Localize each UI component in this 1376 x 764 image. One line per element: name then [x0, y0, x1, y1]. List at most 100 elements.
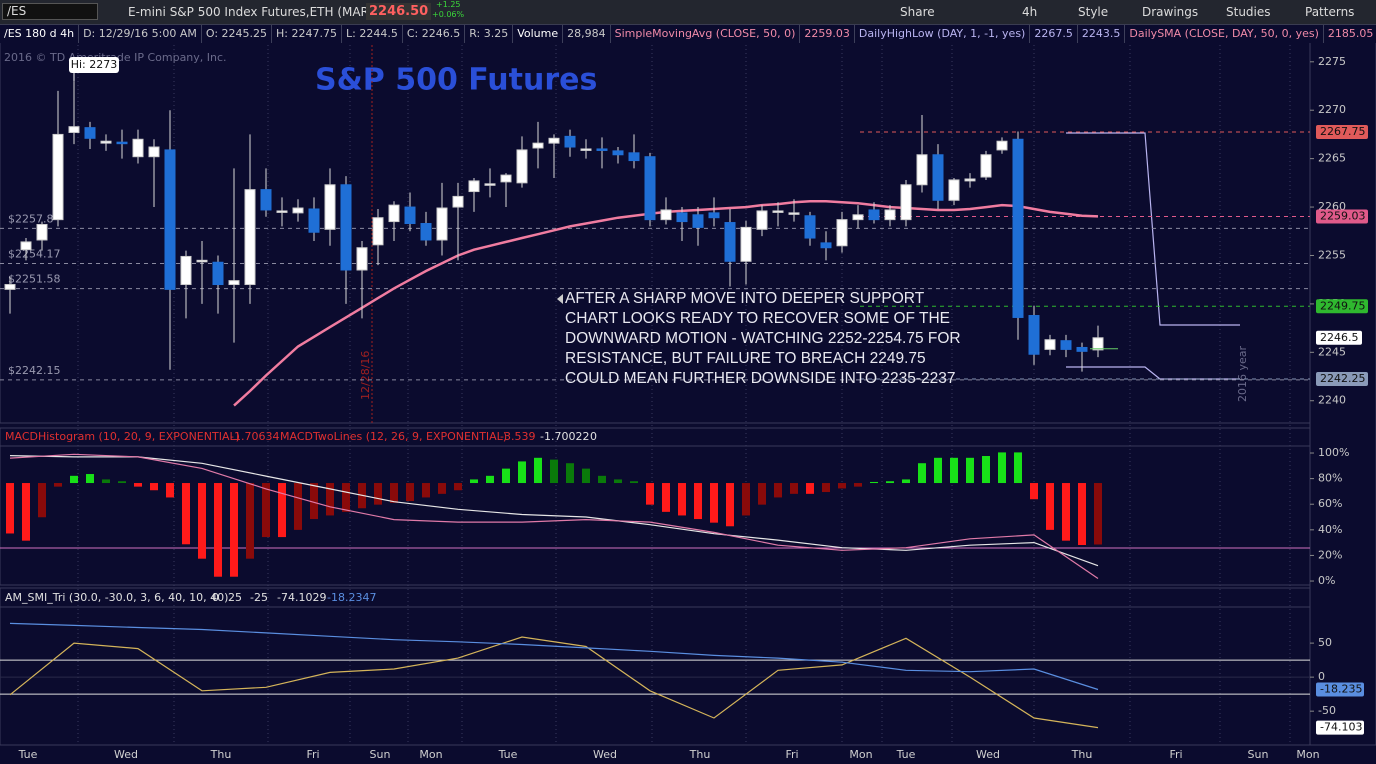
candle-body [100, 140, 112, 144]
level-tag [1316, 299, 1368, 314]
candle-body [116, 141, 128, 145]
candle-body [852, 214, 864, 221]
histogram-bar [966, 457, 974, 484]
histogram-bar [1014, 452, 1022, 484]
y-tick-label: 2270 [1318, 103, 1346, 116]
toolbar-button[interactable]: 4h [1022, 5, 1038, 19]
candle-body [292, 207, 304, 214]
candle-body [612, 150, 624, 156]
toolbar-button[interactable]: Patterns [1305, 5, 1355, 19]
info-bar: /ES 180 d 4h D: 12/29/16 5:00 AM O: 2245.2… [0, 25, 1376, 43]
x-label: Thu [210, 748, 232, 761]
candle-body [804, 215, 816, 239]
x-label: Mon [1296, 748, 1319, 761]
candle-body [932, 154, 944, 201]
study-value: -74.1029 [277, 591, 326, 604]
histogram-bar [1046, 483, 1054, 530]
info-item: SimpleMovingAvg (CLOSE, 50, 0) [610, 25, 801, 43]
smi-line [9, 636, 1099, 729]
toolbar-button[interactable]: Share [900, 5, 935, 19]
candle-body [260, 189, 272, 211]
candle-body [884, 209, 896, 221]
level-label: 2242.25 [1320, 372, 1366, 385]
info-item: L: 2244.5 [342, 25, 403, 43]
x-label: Wed [976, 748, 1000, 761]
info-item: 2185.05 [1323, 25, 1376, 43]
histogram-bar [166, 483, 174, 498]
panel [0, 427, 1311, 586]
level-tag [1316, 125, 1368, 140]
candle-body [180, 255, 192, 286]
candle-body [788, 212, 800, 215]
annotation-line: COULD MEAN FURTHER DOWNSIDE INTO 2235-22… [565, 370, 955, 387]
annotation-arrow [557, 294, 563, 304]
candle-body [452, 195, 464, 208]
histogram-bar [214, 483, 222, 577]
level-tag [1316, 209, 1368, 224]
x-label: Thu [689, 748, 711, 761]
toolbar-button[interactable]: Studies [1226, 5, 1271, 19]
level-label: $2254.17 [8, 248, 61, 261]
panel [0, 24, 1311, 424]
histogram-bar [598, 475, 606, 484]
info-item: 2243.5 [1077, 25, 1126, 43]
candle-body [996, 140, 1008, 151]
info-item: DailyHighLow (DAY, 1, -1, yes) [854, 25, 1031, 43]
last-value-label: -18.235 [1320, 683, 1362, 696]
candle-body [564, 135, 576, 148]
candle-body [4, 284, 16, 290]
histogram-bar [486, 475, 494, 484]
histogram-bar [694, 483, 702, 520]
smi-line [9, 622, 1099, 691]
histogram-bar [614, 479, 622, 484]
toolbar-button[interactable]: Style [1078, 5, 1109, 19]
histogram-bar [886, 481, 894, 484]
candle-body [772, 210, 784, 213]
date-marker: 12/28/16 [359, 351, 372, 400]
panel [0, 587, 1311, 746]
x-label: Wed [593, 748, 617, 761]
high-label: Hi: 2273 [71, 58, 118, 71]
last-value-tag [1316, 720, 1364, 735]
candle-body [1076, 346, 1088, 352]
histogram-bar [390, 483, 398, 503]
histogram-bar [1030, 483, 1038, 500]
candle-body [628, 152, 640, 162]
annotation-line: CHART LOOKS READY TO RECOVER SOME OF THE [565, 310, 950, 327]
x-label: Mon [849, 748, 872, 761]
toolbar-button[interactable]: Drawings [1142, 5, 1199, 19]
candle-body [340, 184, 352, 271]
y-tick-label: 40% [1318, 523, 1342, 536]
info-item: 2267.5 [1030, 25, 1078, 43]
last-price-tag [1316, 330, 1362, 345]
x-label: Fri [1169, 748, 1182, 761]
histogram-bar [534, 457, 542, 484]
candle-body [276, 210, 288, 213]
y-tick-label: 2255 [1318, 248, 1346, 261]
candle-body [372, 217, 384, 246]
y-tick-label: 2240 [1318, 394, 1346, 407]
candle-body [196, 259, 208, 263]
histogram-bar [246, 483, 254, 559]
candle-body [1044, 339, 1056, 350]
histogram-bar [502, 468, 510, 484]
candle-body [132, 138, 144, 158]
histogram-bar [22, 483, 30, 541]
histogram-bar [630, 481, 638, 484]
x-label: Mon [419, 748, 442, 761]
candle-body [420, 223, 432, 241]
candle-body [660, 209, 672, 221]
candle-body [516, 149, 528, 184]
histogram-bar [790, 483, 798, 494]
candle-body [148, 146, 160, 158]
histogram-bar [326, 483, 334, 516]
candle-body [964, 178, 976, 182]
candle-body [356, 247, 368, 271]
histogram-bar [86, 474, 94, 484]
y-tick-label: 2275 [1318, 55, 1346, 68]
macd-line [9, 455, 1099, 567]
histogram-bar [54, 483, 62, 487]
macd-line [9, 453, 1099, 579]
info-item: H: 2247.75 [272, 25, 342, 43]
